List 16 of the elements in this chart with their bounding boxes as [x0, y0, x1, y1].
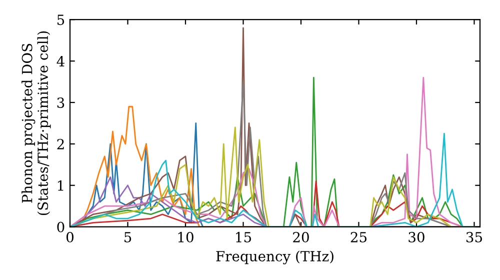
y-tick-label: 5 — [57, 14, 64, 26]
x-tick-label: 15 — [236, 232, 252, 242]
x-tick-label: 20 — [293, 232, 309, 242]
y-tick-label: 0 — [57, 222, 64, 232]
x-tick-label: 30 — [408, 232, 424, 242]
y-tick-label: 4 — [56, 56, 64, 66]
x-tick-label: 5 — [124, 232, 132, 242]
x-tick-label: 25 — [350, 232, 366, 242]
y-tick-label: 1 — [58, 180, 64, 191]
y-tick-label: 2 — [57, 138, 64, 150]
y-tick-label: 3 — [57, 97, 64, 108]
y-axis-title: Phonon projected DOS (States/THz·primitive cell) — [22, 31, 51, 216]
x-tick-label: 0 — [66, 232, 74, 242]
x-axis-title: Frequency (THz) — [216, 250, 334, 264]
x-tick-label: 35 — [466, 232, 482, 242]
x-tick-label: 10 — [178, 232, 194, 242]
